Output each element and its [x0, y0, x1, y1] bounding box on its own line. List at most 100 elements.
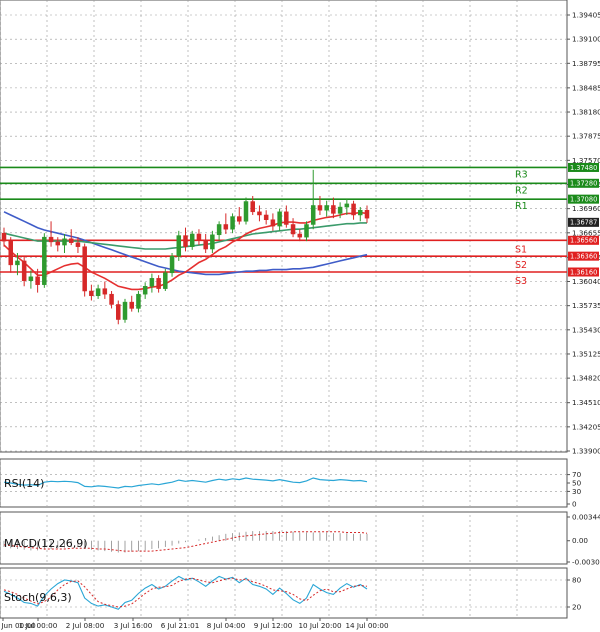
rsi-line: [3, 477, 368, 489]
price-grid: [0, 0, 567, 452]
price-tick-label: 1.35735: [572, 301, 600, 310]
candle-body: [358, 209, 363, 216]
candle-body: [116, 304, 121, 320]
price-tick-label: 1.38180: [572, 108, 600, 117]
candle-body: [156, 278, 161, 289]
level-tag-s3: 1.36160: [570, 268, 597, 276]
candle-body: [257, 211, 262, 216]
candle-body: [344, 203, 350, 208]
candle-body: [68, 238, 74, 243]
macd-plot: [0, 515, 518, 564]
price-tick-label: 1.35430: [572, 325, 600, 334]
candle-body: [82, 246, 87, 292]
level-tag-r3: 1.37480: [570, 164, 597, 172]
stoch-panel: 80 20 Stoch(9,6,3): [0, 567, 582, 619]
candle-body: [210, 234, 215, 250]
level-label-s1: S1: [515, 244, 527, 255]
candle-body: [250, 201, 255, 213]
level-label-r1: R1: [515, 201, 528, 212]
candle-body: [263, 214, 269, 220]
pivot-levels: 1.37480 R3 1.37280 R2 1.37080 R1 1.36560 S1 1.36…: [0, 162, 599, 287]
price-tick-label: 1.33900: [572, 447, 600, 456]
candle-body: [176, 235, 182, 257]
price-tick-label: 1.37570: [572, 156, 600, 165]
candle-body: [270, 219, 276, 227]
time-tick-label: 14 Jul 00:00: [345, 621, 389, 630]
stoch-title: Stoch(9,6,3): [4, 591, 72, 604]
candle-body: [189, 233, 195, 247]
candle-body: [62, 238, 67, 246]
candle-body: [163, 272, 168, 289]
price-tick-label: 1.34510: [572, 398, 600, 407]
price-tick-label: 1.34820: [572, 374, 600, 383]
stoch-d-line: [3, 577, 368, 608]
price-tick-label: 1.39100: [572, 35, 600, 44]
indicator-tick-label: 20: [572, 603, 582, 612]
candle-body: [28, 276, 34, 281]
level-label-s2: S2: [515, 260, 527, 271]
level-label-r2: R2: [515, 185, 528, 196]
candle-body: [237, 216, 242, 222]
candle-body: [1, 232, 7, 242]
level-label-r3: R3: [515, 169, 528, 180]
indicator-tick-label: 80: [572, 576, 582, 585]
candle-body: [351, 203, 356, 216]
candle-body: [364, 209, 370, 219]
level-tag-bg-s2: [568, 251, 599, 261]
time-tick-label: 1 Jul 00:00: [19, 621, 58, 630]
price-tick-label: 1.34205: [572, 422, 600, 431]
candle-body: [196, 233, 202, 241]
level-tag-s1: 1.36560: [570, 237, 597, 245]
candle-body: [331, 205, 336, 214]
time-tick-label: 3 Jul 16:00: [114, 621, 153, 630]
stoch-plot: [0, 569, 567, 618]
price-tick-label: 1.36960: [572, 204, 600, 213]
time-tick-label: 30 Jun 00:00: [0, 621, 36, 630]
candle-body: [102, 288, 108, 295]
time-tick-label: 9 Jul 12:00: [254, 621, 293, 630]
level-tag-r1: 1.37080: [570, 196, 597, 204]
macd-panel-frame: [0, 511, 568, 565]
indicator-tick-label: 0.00: [572, 536, 588, 545]
time-axis: 30 Jun 00:001 Jul 00:00 2 Jul 08:00 3 Jul …: [0, 618, 389, 630]
candle-body: [75, 242, 81, 247]
candle-body: [317, 205, 323, 211]
candle-body: [183, 235, 188, 247]
indicator-tick-label: 0: [572, 500, 577, 509]
current-price-tag-bg: [568, 217, 599, 227]
price-panel: 1.39405 1.39100 1.38795 1.38485 1.38180 1.378…: [0, 0, 600, 456]
stoch-k-line: [3, 575, 368, 610]
price-tick-label: 1.36655: [572, 228, 600, 237]
candle-body: [337, 206, 343, 214]
candle-body: [290, 224, 296, 235]
level-tag-bg-r2: [568, 178, 599, 188]
candle-body: [149, 278, 155, 287]
indicator-tick-label: -0.00308: [572, 558, 600, 567]
candle-body: [216, 224, 222, 236]
candle-body: [203, 240, 208, 250]
rsi-title: RSI(14): [4, 477, 44, 490]
stoch-axis-ticks: 80 20: [567, 576, 582, 612]
level-tag-bg-r1: [568, 194, 599, 204]
indicator-tick-label: 50: [572, 479, 582, 488]
candle-body: [304, 224, 309, 238]
candle-body: [48, 236, 54, 243]
price-tick-label: 1.37875: [572, 132, 600, 141]
macd-panel: 0.00344 0.00 -0.00308 MACD(12,26,9): [0, 511, 600, 567]
price-tick-label: 1.36040: [572, 277, 600, 286]
candle-body: [169, 255, 175, 274]
indicator-tick-label: 30: [572, 487, 582, 496]
candle-body: [95, 288, 101, 297]
candle-body: [21, 260, 27, 281]
candle-body: [89, 290, 94, 297]
candle-body: [324, 205, 329, 211]
price-tick-label: 1.35125: [572, 349, 600, 358]
price-tick-label: 1.39405: [572, 11, 600, 20]
time-tick-label: 8 Jul 04:00: [207, 621, 246, 630]
indicator-tick-label: 70: [572, 470, 582, 479]
level-tag-bg-s3: [568, 267, 599, 277]
macd-signal-line: [3, 531, 368, 552]
candle-body: [55, 241, 61, 246]
